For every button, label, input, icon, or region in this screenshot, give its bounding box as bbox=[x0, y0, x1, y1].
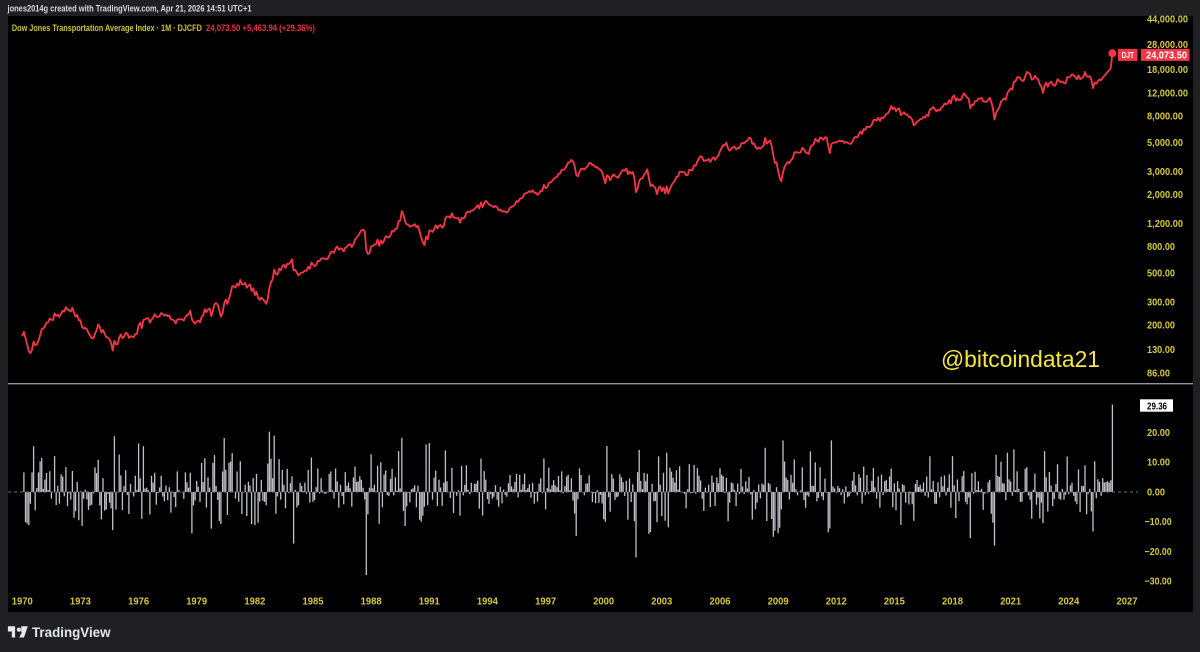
svg-text:200.00: 200.00 bbox=[1147, 321, 1175, 332]
svg-text:−10.00: −10.00 bbox=[1145, 517, 1172, 528]
svg-text:2012: 2012 bbox=[826, 597, 847, 608]
svg-text:2024: 2024 bbox=[1058, 597, 1079, 608]
svg-text:10.00: 10.00 bbox=[1147, 458, 1170, 469]
svg-text:jones2014g created with Tradin: jones2014g created with TradingView.com,… bbox=[7, 4, 252, 14]
svg-text:2006: 2006 bbox=[710, 597, 731, 608]
svg-text:5,000.00: 5,000.00 bbox=[1147, 138, 1183, 149]
svg-text:1970: 1970 bbox=[12, 597, 33, 608]
svg-text:12,000.00: 12,000.00 bbox=[1147, 88, 1188, 99]
svg-text:86.00: 86.00 bbox=[1147, 369, 1170, 380]
svg-text:300.00: 300.00 bbox=[1147, 298, 1175, 309]
svg-text:3,000.00: 3,000.00 bbox=[1147, 167, 1183, 178]
svg-text:2015: 2015 bbox=[884, 597, 905, 608]
svg-text:−20.00: −20.00 bbox=[1145, 547, 1172, 558]
svg-text:500.00: 500.00 bbox=[1147, 269, 1175, 280]
svg-text:130.00: 130.00 bbox=[1147, 345, 1175, 356]
svg-text:@bitcoindata21: @bitcoindata21 bbox=[941, 346, 1100, 372]
svg-text:2018: 2018 bbox=[942, 597, 963, 608]
svg-text:1982: 1982 bbox=[244, 597, 265, 608]
svg-text:8,000.00: 8,000.00 bbox=[1147, 111, 1183, 122]
svg-text:1973: 1973 bbox=[70, 597, 91, 608]
svg-text:1985: 1985 bbox=[303, 597, 324, 608]
svg-text:24,073.50 +5,463.94 (+29.36%): 24,073.50 +5,463.94 (+29.36%) bbox=[206, 23, 315, 34]
svg-text:2,000.00: 2,000.00 bbox=[1147, 190, 1183, 201]
svg-text:2009: 2009 bbox=[768, 597, 789, 608]
svg-text:20.00: 20.00 bbox=[1147, 428, 1170, 439]
svg-text:1988: 1988 bbox=[361, 597, 382, 608]
svg-text:1997: 1997 bbox=[535, 597, 556, 608]
svg-text:1991: 1991 bbox=[419, 597, 440, 608]
svg-text:−30.00: −30.00 bbox=[1145, 577, 1172, 588]
svg-text:DJT: DJT bbox=[1122, 50, 1135, 60]
svg-text:29.36: 29.36 bbox=[1147, 402, 1167, 413]
svg-text:Dow Jones Transportation Avera: Dow Jones Transportation Average Index ·… bbox=[12, 23, 202, 34]
svg-text:2000: 2000 bbox=[593, 597, 614, 608]
svg-text:44,000.00: 44,000.00 bbox=[1147, 15, 1188, 26]
svg-text:28,000.00: 28,000.00 bbox=[1147, 40, 1188, 51]
svg-text:0.00: 0.00 bbox=[1147, 487, 1165, 498]
svg-text:800.00: 800.00 bbox=[1147, 242, 1175, 253]
svg-text:2003: 2003 bbox=[651, 597, 672, 608]
svg-text:24,073.50: 24,073.50 bbox=[1146, 50, 1187, 61]
svg-text:1,200.00: 1,200.00 bbox=[1147, 219, 1183, 230]
svg-text:1994: 1994 bbox=[477, 597, 498, 608]
svg-text:18,000.00: 18,000.00 bbox=[1147, 65, 1188, 76]
svg-text:2027: 2027 bbox=[1117, 597, 1138, 608]
svg-text:1976: 1976 bbox=[128, 597, 149, 608]
svg-text:TradingView: TradingView bbox=[32, 624, 111, 640]
svg-text:1979: 1979 bbox=[186, 597, 207, 608]
svg-text:2021: 2021 bbox=[1000, 597, 1021, 608]
